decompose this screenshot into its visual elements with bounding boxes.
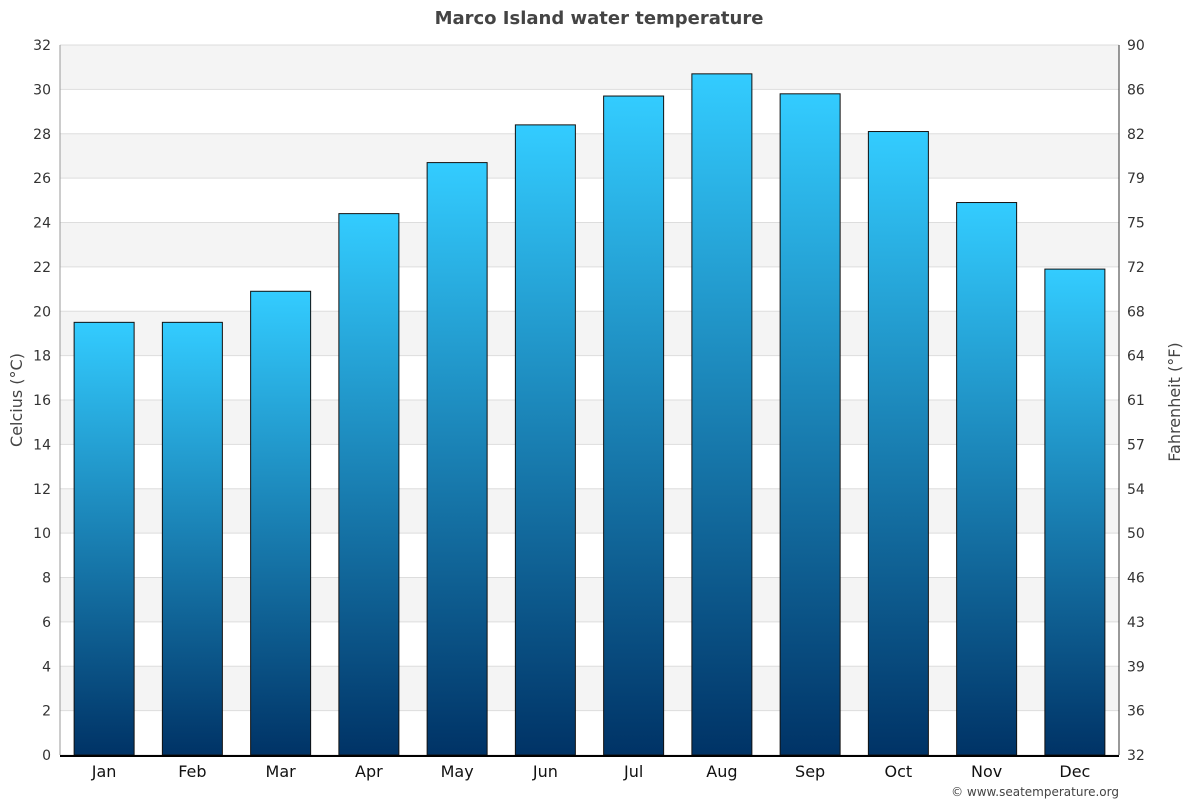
bar-sep xyxy=(779,93,841,756)
y2-tick-label: 64 xyxy=(1127,349,1145,365)
x-tick-label: Nov xyxy=(971,762,1002,781)
bars xyxy=(73,73,1106,756)
bar-jan xyxy=(73,321,135,756)
y2-tick-label: 50 xyxy=(1127,526,1145,542)
y-tick-label: 12 xyxy=(33,482,51,498)
y-tick-label: 6 xyxy=(42,615,51,631)
bar-jul xyxy=(603,95,665,756)
x-axis-labels: Jan Feb Mar Apr May Jun Jul Aug Sep Oct Nov Dec xyxy=(91,762,1091,781)
x-tick-label: May xyxy=(441,762,474,781)
background-bands xyxy=(60,45,1119,711)
y-tick-label: 2 xyxy=(42,704,51,720)
y-tick-label: 16 xyxy=(33,393,51,409)
y-axis-left-label: Celcius (°C) xyxy=(7,353,26,447)
grid-band xyxy=(60,45,1119,90)
y-tick-label: 8 xyxy=(42,571,51,587)
y-tick-label: 20 xyxy=(33,304,51,320)
x-tick-label: Oct xyxy=(885,762,913,781)
bar-aug xyxy=(691,73,753,756)
y2-tick-label: 90 xyxy=(1127,38,1145,54)
bar-mar xyxy=(250,290,312,756)
y-tick-label: 30 xyxy=(33,82,51,98)
grid-band xyxy=(60,400,1119,445)
y2-tick-label: 82 xyxy=(1127,127,1145,143)
y2-tick-label: 43 xyxy=(1127,615,1145,631)
x-tick-label: Apr xyxy=(355,762,383,781)
y-tick-label: 26 xyxy=(33,171,51,187)
axes xyxy=(59,45,1120,757)
grid-band xyxy=(60,488,1119,534)
x-tick-label: Sep xyxy=(795,762,825,781)
y2-tick-label: 72 xyxy=(1127,260,1145,276)
bar-nov xyxy=(956,202,1018,756)
y2-tick-label: 39 xyxy=(1127,659,1145,675)
y-tick-label: 4 xyxy=(42,659,51,675)
y2-tick-label: 68 xyxy=(1127,304,1145,320)
y2-tick-label: 57 xyxy=(1127,437,1145,453)
y-tick-label: 24 xyxy=(33,216,51,232)
bar-dec xyxy=(1044,268,1106,756)
y2-tick-label: 54 xyxy=(1127,482,1145,498)
x-tick-label: Jul xyxy=(623,762,643,781)
y2-tick-label: 46 xyxy=(1127,571,1145,587)
grid-band xyxy=(60,133,1119,179)
bar-apr xyxy=(338,213,400,756)
credit-text: © www.seatemperature.org xyxy=(951,785,1119,799)
grid-band xyxy=(60,577,1119,622)
y-axis-right-label: Fahrenheit (°F) xyxy=(1165,342,1184,461)
y-tick-label: 0 xyxy=(42,748,51,764)
x-tick-label: Feb xyxy=(178,762,206,781)
x-tick-label: Aug xyxy=(706,762,737,781)
y2-tick-label: 36 xyxy=(1127,704,1145,720)
x-tick-label: Jun xyxy=(532,762,558,781)
x-tick-label: Jan xyxy=(91,762,117,781)
chart-title: Marco Island water temperature xyxy=(435,8,764,29)
y-axis-right-ticks: 32 36 39 43 46 50 54 57 61 64 68 72 75 79 82 86 90 xyxy=(1127,38,1145,764)
grid-band xyxy=(60,311,1119,356)
y-tick-label: 32 xyxy=(33,38,51,54)
y2-tick-label: 86 xyxy=(1127,82,1145,98)
y-tick-label: 14 xyxy=(33,437,51,453)
bar-oct xyxy=(867,131,929,756)
bar-jun xyxy=(514,124,576,756)
bar-feb xyxy=(161,321,223,756)
y-tick-label: 18 xyxy=(33,349,51,365)
grid-band xyxy=(60,222,1119,267)
grid-band xyxy=(60,666,1119,711)
y2-tick-label: 61 xyxy=(1127,393,1145,409)
y2-tick-label: 75 xyxy=(1127,216,1145,232)
y-tick-label: 10 xyxy=(33,526,51,542)
x-tick-label: Mar xyxy=(266,762,297,781)
y2-tick-label: 79 xyxy=(1127,171,1145,187)
y-tick-label: 22 xyxy=(33,260,51,276)
y2-tick-label: 32 xyxy=(1127,748,1145,764)
y-tick-label: 28 xyxy=(33,127,51,143)
bar-may xyxy=(426,162,488,756)
x-tick-label: Dec xyxy=(1059,762,1090,781)
